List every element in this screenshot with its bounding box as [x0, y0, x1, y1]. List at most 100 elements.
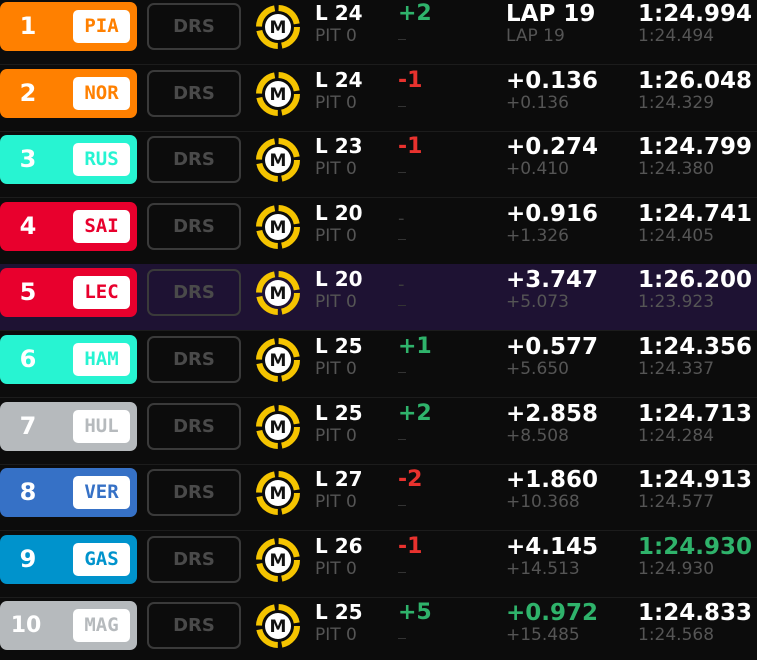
tyre-compound: M	[270, 617, 287, 637]
last-lap: 1:24.713	[638, 400, 752, 427]
best-lap: 1:24.577	[638, 492, 715, 513]
tyre-core	[265, 480, 291, 507]
driver-row: 9 GAS DRS M L 26 PIT 0 -1 +4.145 +14.513 1:24.930…	[0, 531, 757, 598]
pit-count: PIT 0	[315, 625, 357, 646]
tyre-icon: M	[256, 271, 300, 316]
position-change: -2	[398, 467, 423, 493]
change-sub	[398, 571, 406, 573]
position: 1	[19, 12, 37, 40]
last-lap: 1:26.048	[638, 67, 752, 94]
driver-code: RUS	[73, 143, 130, 177]
gap: +0.916	[506, 200, 599, 227]
driver-row: 4 SAI DRS M L 20 PIT 0 - +0.916 +1.326 1:24.741 1:…	[0, 198, 757, 265]
pit-count: PIT 0	[315, 359, 357, 379]
change-sub	[398, 305, 406, 307]
lap: L 25	[315, 400, 363, 425]
gap: +0.577	[506, 334, 599, 360]
tyre-compound: M	[270, 151, 287, 171]
tyre-ring	[256, 471, 300, 516]
tyre-icon: M	[256, 471, 300, 516]
driver-code: GAS	[73, 542, 130, 576]
drs-indicator: DRS	[147, 469, 241, 517]
best-lap: 1:24.494	[638, 26, 715, 46]
tyre-ring	[256, 338, 300, 382]
driver-row: 5 LEC DRS M L 20 PIT 0 - +3.747 +5.073 1:26.200 1:…	[0, 264, 757, 332]
tyre-compound: M	[270, 85, 287, 105]
lap: L 20	[315, 267, 363, 292]
driver-code: PIA	[73, 10, 130, 43]
tyre-ring	[256, 71, 300, 116]
position: 10	[10, 613, 42, 639]
tyre-icon: M	[256, 5, 300, 49]
change-sub	[398, 39, 406, 40]
position: 6	[19, 345, 37, 373]
position-change: -1	[398, 134, 423, 160]
tyre-core	[265, 546, 291, 573]
last-lap: 1:24.799	[638, 134, 752, 161]
interval: +0.136	[506, 92, 569, 113]
lap: L 20	[315, 200, 363, 225]
last-lap: 1:24.741	[638, 200, 752, 227]
tyre-ring	[256, 5, 300, 49]
position-change: -1	[398, 67, 423, 93]
gap: +1.860	[506, 467, 599, 494]
pit-count: PIT 0	[315, 159, 357, 180]
interval: +1.326	[506, 225, 569, 246]
tyre-core	[265, 347, 291, 373]
tyre-core	[265, 613, 291, 640]
drs-indicator: DRS	[147, 336, 241, 383]
driver-row: 3 RUS DRS M L 23 PIT 0 -1 +0.274 +0.410 1:24.799 1…	[0, 131, 757, 199]
best-lap: 1:24.568	[638, 625, 715, 646]
driver-code: NOR	[73, 76, 130, 110]
position: 4	[19, 211, 37, 240]
driver-row: 1 PIA DRS M L 24 PIT 0 +2 LAP 19 LAP 19 1:24.994 1…	[0, 0, 757, 65]
pit-count: PIT 0	[315, 292, 357, 313]
pit-count: PIT 0	[315, 492, 357, 513]
tyre-core	[265, 413, 291, 440]
driver-code: SAI	[73, 209, 130, 243]
position: 3	[19, 145, 37, 174]
change-sub	[398, 238, 406, 240]
last-lap: 1:24.833	[638, 600, 752, 627]
tyre-icon: M	[256, 537, 300, 582]
driver-row: 7 HUL DRS M L 25 PIT 0 +2 +2.858 +8.508 1:24.713 1…	[0, 398, 757, 465]
interval: +0.410	[506, 159, 569, 180]
tyre-icon: M	[256, 338, 300, 382]
interval: +8.508	[506, 425, 569, 446]
change-sub	[398, 505, 406, 507]
position: 2	[19, 78, 37, 107]
tyre-ring	[256, 404, 300, 449]
interval: +10.368	[506, 492, 580, 513]
pit-count: PIT 0	[315, 558, 357, 579]
interval: +15.485	[506, 625, 580, 646]
driver-code: HUL	[73, 409, 130, 443]
position-change: -	[398, 207, 405, 229]
last-lap: 1:24.913	[638, 467, 752, 494]
lap: L 24	[315, 1, 363, 25]
driver-code: VER	[73, 476, 130, 510]
best-lap: 1:23.923	[638, 292, 715, 313]
position-change: +1	[398, 334, 432, 359]
best-lap: 1:24.405	[638, 225, 715, 246]
driver-code: LEC	[73, 276, 130, 310]
driver-row: 10 MAG DRS M L 25 PIT 0 +5 +0.972 +15.485 1:24.83…	[0, 597, 757, 660]
best-lap: 1:24.930	[638, 558, 715, 579]
pit-count: PIT 0	[315, 26, 357, 46]
tyre-compound: M	[270, 418, 287, 438]
tyre-ring	[256, 204, 300, 249]
pit-count: PIT 0	[315, 92, 357, 113]
driver-row: 2 NOR DRS M L 24 PIT 0 -1 +0.136 +0.136 1:26.048 1…	[0, 65, 757, 132]
tyre-core	[265, 14, 291, 40]
pit-count: PIT 0	[315, 425, 357, 446]
tyre-ring	[256, 271, 300, 316]
gap: LAP 19	[506, 1, 596, 27]
best-lap: 1:24.337	[638, 359, 715, 379]
lap: L 25	[315, 600, 363, 625]
driver-code: MAG	[73, 609, 130, 643]
interval: +5.650	[506, 359, 569, 379]
tyre-icon: M	[256, 71, 300, 116]
drs-indicator: DRS	[147, 535, 241, 583]
lap: L 23	[315, 134, 363, 159]
last-lap: 1:24.994	[638, 1, 752, 27]
tyre-ring	[256, 537, 300, 582]
